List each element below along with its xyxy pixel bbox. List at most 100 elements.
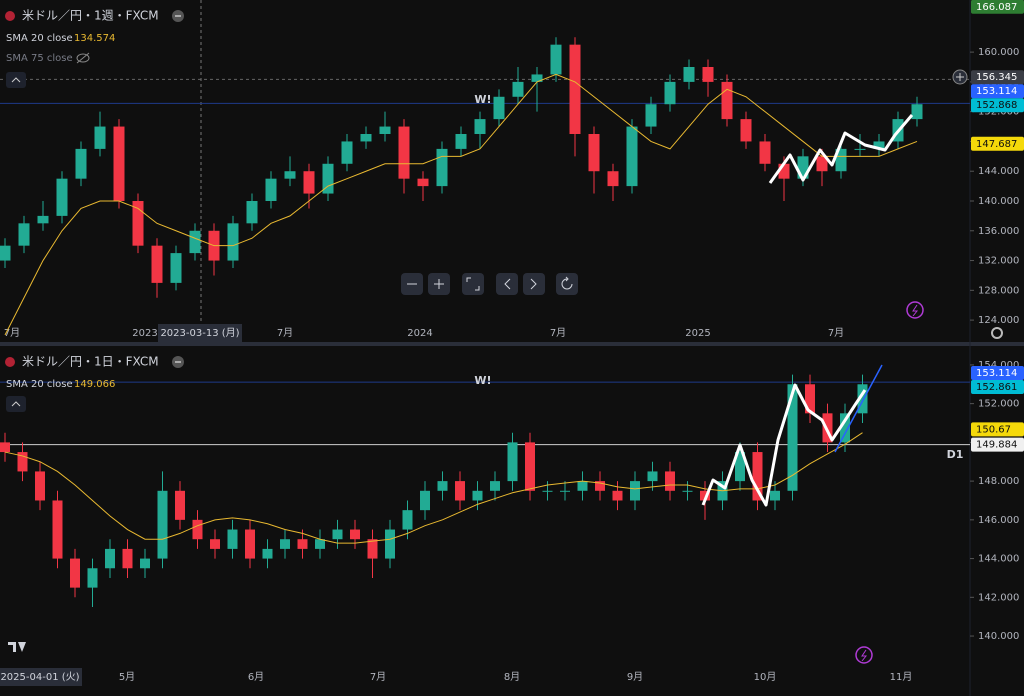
scroll-right-button[interactable] <box>523 273 545 295</box>
logo <box>8 642 26 652</box>
timeframe-label: D1 <box>947 448 964 461</box>
price-label: 150.67 <box>976 424 1011 435</box>
candle-body <box>735 452 745 482</box>
candle-body <box>437 481 448 491</box>
candle-body <box>569 44 581 134</box>
candle-body <box>472 490 483 501</box>
candle-body <box>367 539 378 559</box>
candle-body <box>398 126 410 179</box>
indicator-name: SMA 20 close <box>6 379 73 390</box>
candle-body <box>420 490 430 511</box>
candle-body <box>262 548 273 559</box>
candle-body <box>647 471 658 482</box>
annotation: W! <box>474 93 491 106</box>
candle-body <box>682 490 693 492</box>
price-label-box <box>971 136 1024 151</box>
misc-icons <box>5 10 1003 664</box>
price-label: 152.861 <box>976 382 1017 393</box>
drawing-trendline <box>834 364 883 453</box>
y-tick-label: 146.000 <box>978 515 1019 526</box>
candle-body <box>577 481 588 491</box>
candle-body <box>700 490 710 501</box>
candle-body <box>297 539 308 549</box>
indicator-value: 149.066 <box>74 379 115 390</box>
candle-body <box>360 134 372 142</box>
price-label-box <box>971 98 1024 113</box>
candle-body <box>35 471 45 501</box>
y-tick-label: 124.000 <box>978 315 1019 326</box>
candle-body <box>740 119 752 142</box>
candle-body <box>436 148 448 187</box>
candle-body <box>542 490 553 492</box>
candle-body <box>759 141 771 164</box>
candle-body <box>87 568 98 588</box>
x-tick-label: 9月 <box>627 671 643 683</box>
candle-body <box>507 442 518 482</box>
candle-body <box>787 384 798 491</box>
candle-body <box>857 384 868 414</box>
candle-body <box>246 201 258 224</box>
candle-body <box>189 230 201 254</box>
hidden-eye-icon[interactable] <box>76 53 90 63</box>
collapse-button[interactable] <box>6 72 26 88</box>
candle-body <box>227 529 238 549</box>
fit-button[interactable] <box>462 273 484 295</box>
price-label: 156.345 <box>976 72 1017 83</box>
candle-body <box>284 171 296 179</box>
candle-body <box>797 156 809 179</box>
indicator-name: SMA 20 close <box>6 33 73 44</box>
sma-line <box>4 432 863 544</box>
price-label-box <box>971 84 1024 99</box>
alert-icon[interactable] <box>906 301 924 319</box>
collapse-button[interactable] <box>6 396 26 412</box>
candle-body <box>490 481 500 491</box>
candle-body <box>122 548 133 569</box>
flag-icon <box>5 357 15 367</box>
candle-body <box>37 215 49 224</box>
candle-body <box>350 529 360 540</box>
price-label: 153.114 <box>976 368 1017 379</box>
candle-body <box>341 141 353 164</box>
candle-body <box>588 134 600 172</box>
x-tick-label: 7月 <box>370 671 386 683</box>
candle-body <box>721 81 733 120</box>
candle-body <box>752 452 763 501</box>
candle-body <box>75 148 87 179</box>
candle-body <box>94 126 106 149</box>
candle-body <box>770 490 780 501</box>
reset-button[interactable] <box>556 273 578 295</box>
candle-body <box>835 148 847 172</box>
x-tick-label: 2024 <box>407 328 432 339</box>
price-label: 147.687 <box>976 139 1017 150</box>
y-tick-label: 160.000 <box>978 47 1019 58</box>
x-tick-label: 11月 <box>890 671 913 683</box>
y-tick-label: 140.000 <box>978 631 1019 642</box>
alert-icon[interactable] <box>855 646 873 664</box>
candle-body <box>417 178 429 187</box>
candle-body <box>854 148 866 150</box>
candle-body <box>210 539 220 549</box>
symbol-title: 米ドル／円・1日・FXCM <box>22 355 159 369</box>
candle-body <box>531 74 543 82</box>
settings-icon[interactable] <box>991 327 1003 339</box>
candle-body <box>911 104 923 120</box>
scroll-left-button[interactable] <box>496 273 518 295</box>
candle-body <box>455 134 467 149</box>
candle-body <box>56 178 68 216</box>
x-tick-label: 2025 <box>685 328 710 339</box>
symbol-title: 米ドル／円・1週・FXCM <box>22 9 159 23</box>
x-tick-label: 7月 <box>828 327 844 339</box>
price-label-box <box>971 437 1024 452</box>
candle-body <box>645 104 657 127</box>
candle-body <box>18 223 30 246</box>
crosshair-date-box <box>0 668 82 686</box>
y-tick-label: 128.000 <box>978 285 1019 296</box>
candle-body <box>525 442 535 491</box>
candle-body <box>607 171 619 187</box>
candle-body <box>816 156 828 172</box>
candle-body <box>778 163 790 179</box>
candle-body <box>873 141 885 149</box>
drawing-zigzag <box>768 114 914 184</box>
price-label-box <box>971 70 1024 85</box>
